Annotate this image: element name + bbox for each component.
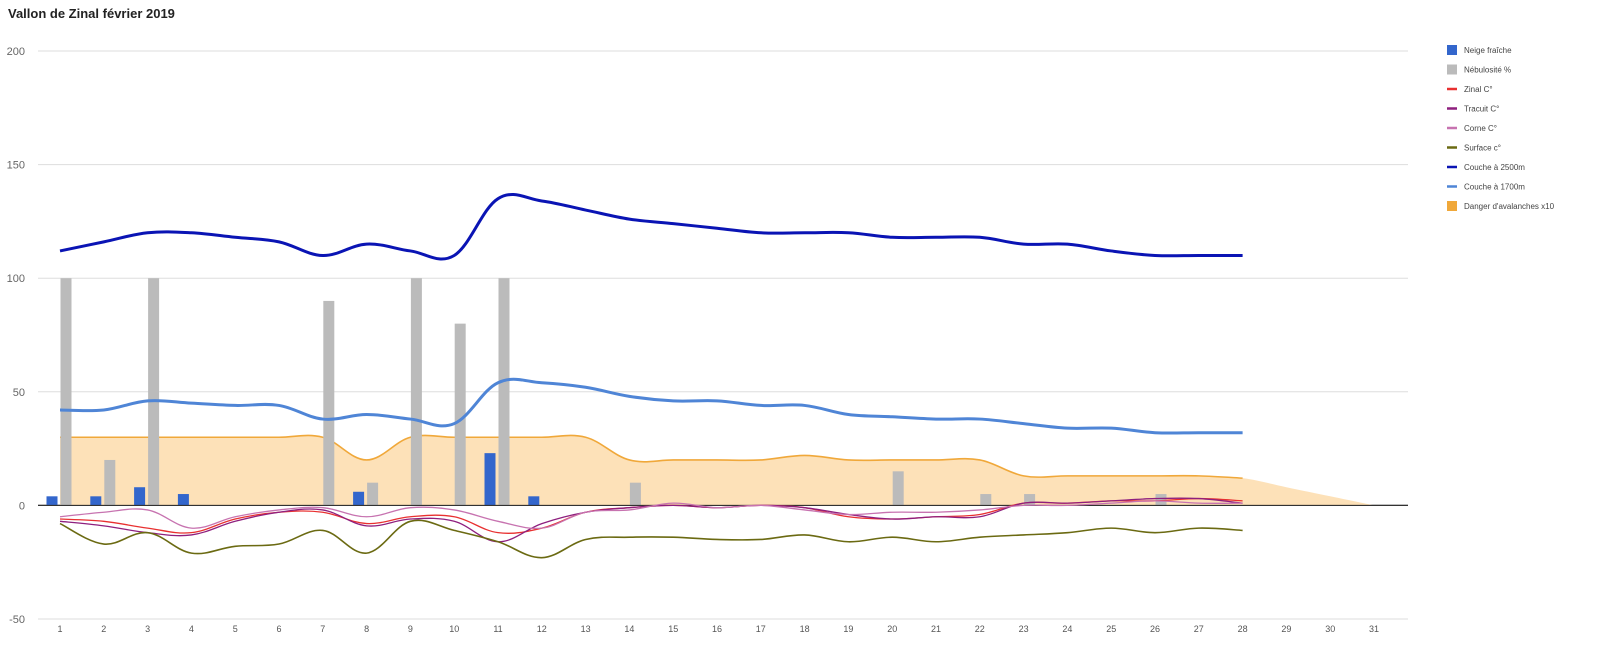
bar-series-0 — [46, 453, 540, 506]
legend-swatch — [1447, 201, 1457, 211]
x-tick-label: 23 — [1019, 624, 1029, 634]
y-tick-label: -50 — [9, 614, 25, 626]
y-tick-label: 0 — [19, 500, 25, 512]
legend-label: Couche à 2500m — [1464, 163, 1525, 172]
bar — [104, 459, 116, 506]
bar — [1024, 494, 1036, 506]
legend-label: Neige fraîche — [1464, 46, 1512, 55]
x-tick-label: 9 — [408, 624, 413, 634]
x-tick-label: 29 — [1281, 624, 1291, 634]
legend-item: Couche à 1700m — [1447, 183, 1525, 192]
legend-label: Danger d'avalanches x10 — [1464, 202, 1555, 211]
x-tick-label: 14 — [624, 624, 634, 634]
x-tick-label: 8 — [364, 624, 369, 634]
line-series-4 — [59, 193, 1243, 261]
x-tick-label: 18 — [800, 624, 810, 634]
y-tick-label: 150 — [7, 160, 25, 172]
bar — [484, 453, 496, 506]
x-tick-label: 7 — [320, 624, 325, 634]
x-tick-label: 4 — [189, 624, 194, 634]
y-tick-label: 200 — [7, 46, 25, 58]
legend-item: Tracuit C° — [1447, 105, 1499, 114]
legend-label: Tracuit C° — [1464, 105, 1499, 114]
x-tick-label: 30 — [1325, 624, 1335, 634]
x-tick-label: 24 — [1062, 624, 1072, 634]
bar — [323, 300, 335, 506]
legend-label: Couche à 1700m — [1464, 183, 1525, 192]
x-tick-label: 2 — [101, 624, 106, 634]
legend-item: Danger d'avalanches x10 — [1447, 201, 1555, 211]
bar — [980, 494, 992, 506]
x-tick-label: 16 — [712, 624, 722, 634]
bar — [528, 496, 540, 506]
legend-swatch — [1447, 45, 1457, 55]
x-tick-label: 25 — [1106, 624, 1116, 634]
legend-label: Zinal C° — [1464, 85, 1493, 94]
bar — [134, 487, 146, 506]
bar — [353, 491, 365, 506]
x-tick-label: 22 — [975, 624, 985, 634]
line-series-2 — [59, 500, 1243, 530]
bar — [410, 278, 422, 506]
area-danger-avalanches — [60, 435, 1374, 506]
bar — [454, 323, 466, 506]
legend-label: Corne C° — [1464, 124, 1497, 133]
line-danger-avalanches — [59, 434, 1243, 479]
x-tick-label: 12 — [537, 624, 547, 634]
legend-label: Surface c° — [1464, 144, 1501, 153]
legend-label: Nébulosité % — [1464, 66, 1511, 75]
legend-item: Couche à 2500m — [1447, 163, 1525, 172]
bar — [46, 496, 58, 506]
legend-item: Surface c° — [1447, 144, 1501, 153]
y-tick-label: 100 — [7, 273, 25, 285]
x-tick-label: 13 — [581, 624, 591, 634]
x-tick-label: 21 — [931, 624, 941, 634]
bar — [367, 482, 379, 506]
x-tick-label: 6 — [276, 624, 281, 634]
y-tick-label: 50 — [13, 387, 25, 399]
x-tick-label: 28 — [1238, 624, 1248, 634]
x-tick-label: 20 — [887, 624, 897, 634]
line-series-5 — [59, 377, 1243, 435]
bar — [629, 482, 641, 506]
bar — [60, 278, 72, 506]
legend-item: Corne C° — [1447, 124, 1497, 133]
bar — [1155, 494, 1167, 506]
bar — [177, 494, 189, 506]
legend-item: Zinal C° — [1447, 85, 1493, 94]
bar — [90, 496, 102, 506]
x-tick-label: 26 — [1150, 624, 1160, 634]
bar-series-1 — [60, 278, 1167, 506]
legend-item: Neige fraîche — [1447, 45, 1512, 55]
chart-title: Vallon de Zinal février 2019 — [8, 6, 175, 21]
legend-swatch — [1447, 64, 1457, 75]
x-tick-label: 15 — [668, 624, 678, 634]
x-tick-label: 27 — [1194, 624, 1204, 634]
x-tick-label: 3 — [145, 624, 150, 634]
x-tick-label: 1 — [57, 624, 62, 634]
x-tick-label: 10 — [449, 624, 459, 634]
bar — [498, 278, 510, 506]
x-tick-label: 31 — [1369, 624, 1379, 634]
x-tick-label: 17 — [756, 624, 766, 634]
bar — [892, 471, 904, 506]
x-tick-label: 19 — [843, 624, 853, 634]
x-tick-label: 5 — [233, 624, 238, 634]
legend-item: Nébulosité % — [1447, 64, 1511, 75]
bar — [148, 278, 160, 506]
line-series-3 — [59, 519, 1243, 559]
grid — [38, 50, 1408, 620]
x-tick-label: 11 — [493, 624, 502, 634]
